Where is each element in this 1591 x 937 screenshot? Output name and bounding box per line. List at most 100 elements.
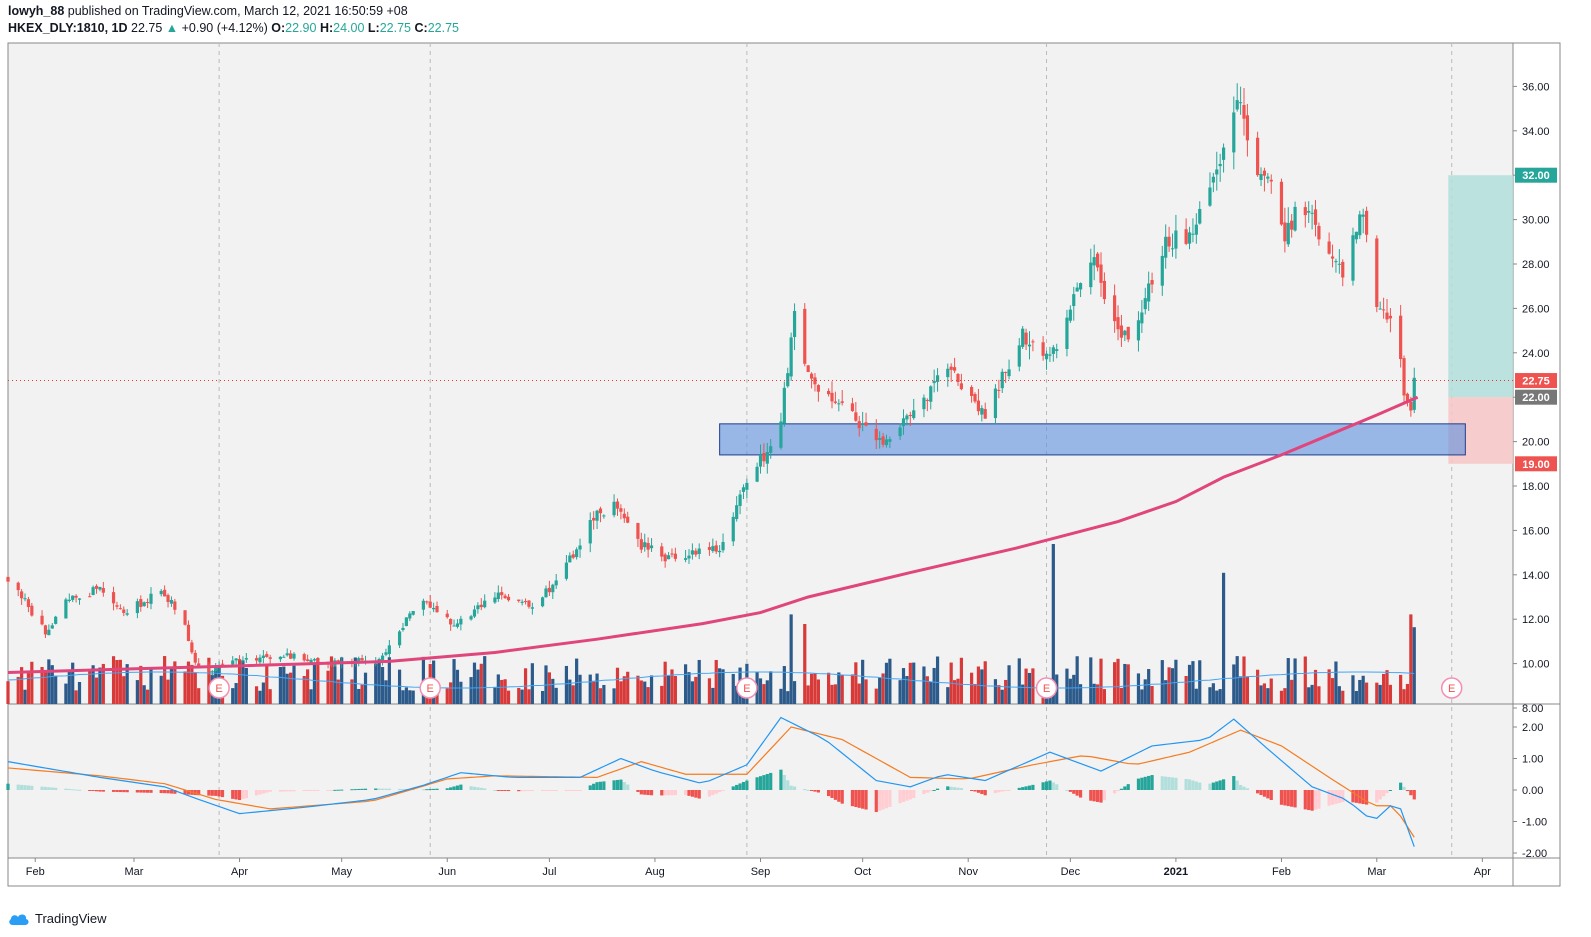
candle-body [1007,369,1011,377]
candle [1232,96,1236,170]
macd-hist-bar [374,788,378,790]
volume-bar [101,663,105,704]
candle-body [595,510,599,521]
volume-bar [1385,670,1389,704]
candle [949,363,953,383]
candle [401,622,405,632]
candle [1095,251,1100,272]
macd-hist-bar [983,790,987,796]
macd-hist-bar [1089,790,1093,801]
candle-body [91,587,95,596]
candle [547,580,551,596]
candle [1140,300,1144,333]
macd-hist-bar [159,790,163,794]
volume-bar [1065,668,1069,704]
macd-hist-bar [98,790,102,792]
price-badge: 22.00 [1515,389,1557,405]
candle-body [970,387,974,396]
candle-body [54,616,58,624]
candle-body [694,550,698,555]
macd-hist-bar [350,789,354,791]
candle [445,609,449,619]
candle-body [163,589,167,597]
volume-bar [1232,664,1236,704]
macd-histogram [6,769,1416,813]
candle [20,589,24,605]
macd-hist-bar [520,790,524,792]
volume-bar [670,669,674,704]
candle-body [146,602,150,604]
candle [666,552,671,560]
candle-body [214,666,218,672]
earnings-circle [1440,677,1463,699]
candle [64,597,68,619]
candle [1021,326,1025,350]
volume-bar [1290,679,1294,704]
candle-body [592,517,596,521]
candle [826,388,831,397]
volume-bar [336,679,340,704]
volume-bar [1256,669,1260,704]
candle-body [1147,283,1151,302]
candle [1405,392,1410,407]
macd-hist-bar [30,785,34,790]
macd-hist-bar [428,788,432,790]
candle [54,615,58,625]
candle [425,600,429,605]
candle [1266,173,1270,184]
volume-bar [1017,658,1021,704]
volume-bar [813,673,817,704]
volume-bar [186,661,191,704]
macd-hist-bar [432,788,436,790]
volume-bar [469,677,473,704]
volume-bar [789,614,793,704]
candle-body [598,508,603,514]
earnings-circle [736,677,758,699]
candle [455,619,460,629]
candle [762,443,766,467]
candle-body [809,373,814,379]
candle-body [1286,222,1290,245]
macd-hist-bar [101,790,105,792]
macd-hist-bar [1160,776,1164,790]
macd-hist-bar [377,788,381,790]
macd-hist-bar [711,790,715,796]
macd-hist-bar [476,787,480,790]
macd-hist-bar [1164,776,1168,790]
candle [901,409,906,435]
volume-bar [912,662,916,704]
author-name[interactable]: lowyh_88 [8,4,65,18]
macd-hist-bar [125,790,129,793]
volume-bar [122,676,126,704]
volume-bar [888,658,892,704]
candle [1187,226,1192,250]
macd-hist-bar [435,788,439,790]
candle-body [976,400,981,412]
volume-bar [1126,664,1130,704]
candle-body [244,658,248,660]
volume-bar [43,672,48,704]
candle [98,586,102,592]
volume-bar [1007,665,1011,704]
candle-body [1055,349,1059,352]
candle [646,537,650,558]
candle [741,484,746,500]
volume-bar [340,657,344,704]
tradingview-logo[interactable]: TradingView [8,911,107,926]
macd-hist-bar [833,790,838,800]
candle [278,656,282,663]
macd-hist-bar [1147,775,1151,790]
macd-hist-bar [1382,790,1386,797]
candle-body [455,623,460,627]
macd-hist-bar [445,788,449,790]
candle-body [1095,253,1100,268]
macd-hist-bar [1293,790,1297,808]
candle [23,593,27,602]
candle-body [1072,294,1076,307]
volume-bar [1194,688,1198,704]
macd-hist-bar [1184,778,1188,790]
macd-hist-bar [714,790,718,794]
candle [1044,350,1049,370]
macd-hist-bar [687,790,691,796]
